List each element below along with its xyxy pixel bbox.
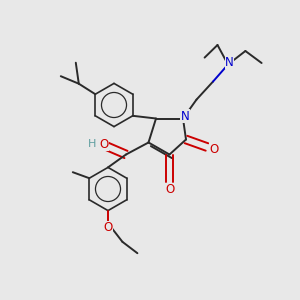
Text: H: H [88,139,97,149]
Text: O: O [165,183,174,196]
Text: O: O [99,137,108,151]
Text: O: O [210,143,219,156]
Text: O: O [103,221,112,234]
Text: N: N [181,110,190,123]
Text: N: N [225,56,234,69]
